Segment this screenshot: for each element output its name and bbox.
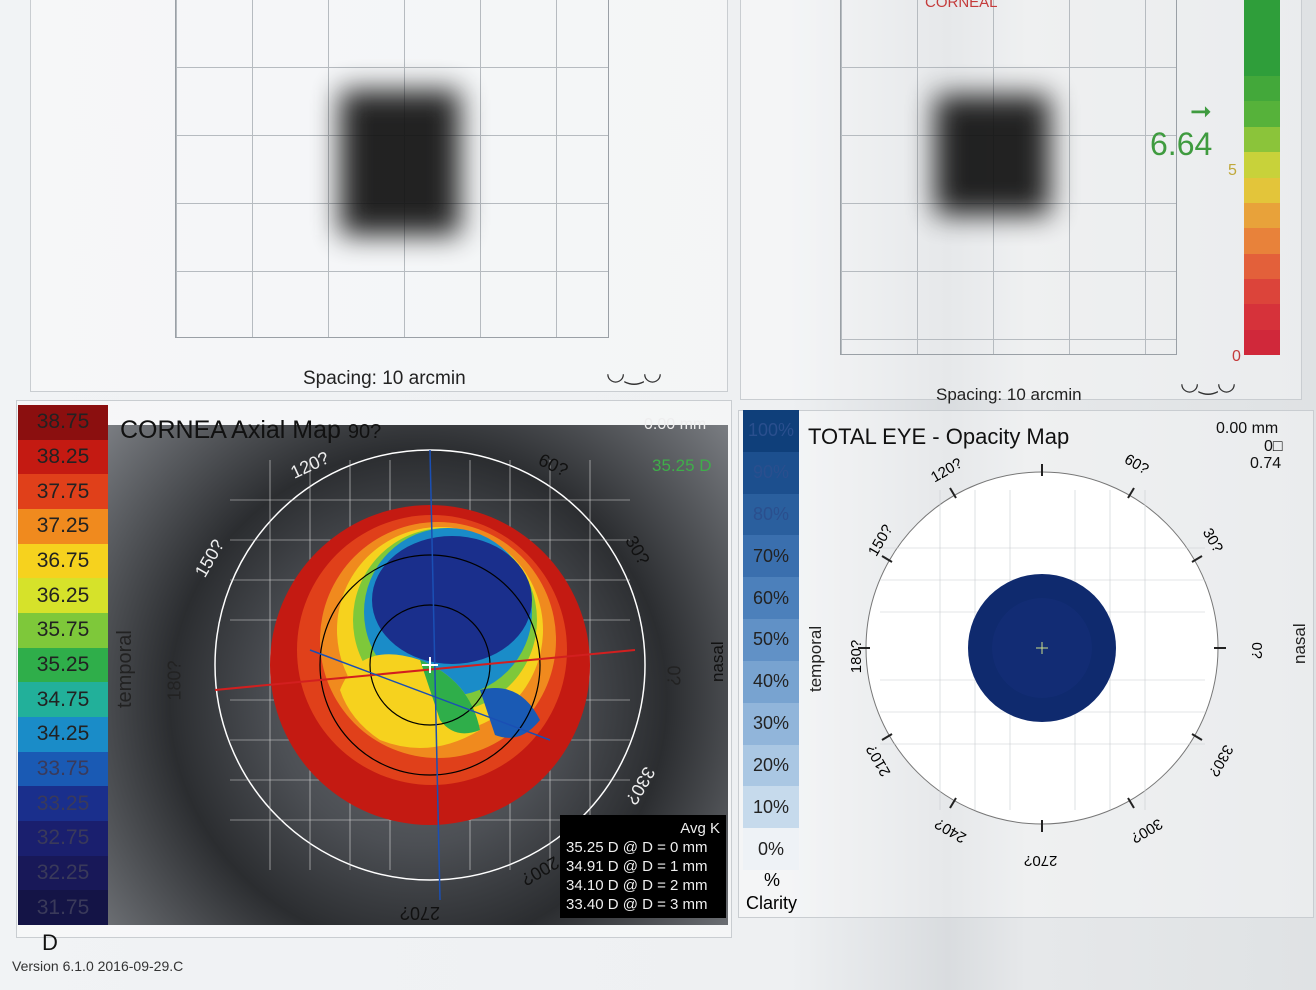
opacity-legend: 100% 90% 80% 70% 60% 50% 40% 30% 20% 10% 0% — [743, 410, 799, 870]
opacity-nasal-label: nasal — [1290, 623, 1309, 664]
scale-bar-segment — [1244, 228, 1280, 254]
scale-bar-segment — [1244, 177, 1280, 203]
cornea-title-text: CORNEA Axial Map — [120, 416, 341, 444]
scale-bar-segment — [1244, 101, 1280, 127]
cornea-map-title: CORNEA Axial Map 90? — [120, 416, 381, 445]
avg-k-line-3: 33.40 D @ D = 3 mm — [566, 896, 708, 913]
opacity-angle-180: 180? — [848, 639, 866, 674]
top-left-spacing: Spacing: 10 arcmin — [303, 368, 466, 390]
opacity-legend-item: 40% — [743, 660, 799, 703]
scale-bar-segment — [1244, 152, 1280, 178]
blue-meridian — [429, 449, 441, 901]
glasses-icon: ◡‿◡ — [606, 360, 663, 385]
opacity-legend-unit2: Clarity — [746, 893, 798, 913]
opacity-legend-item: 50% — [743, 619, 799, 661]
avg-k-line-2: 34.10 D @ D = 2 mm — [566, 877, 708, 894]
opacity-legend-unit: % — [764, 870, 781, 890]
cornea-legend-item: 38.75 — [18, 405, 108, 440]
opacity-crosshair — [1036, 642, 1048, 654]
corneal-header-text: CORNEAL — [925, 0, 998, 11]
top-right-spacing: Spacing: 10 arcmin — [936, 385, 1082, 405]
cornea-legend: 38.75 38.25 37.75 37.25 36.75 36.25 35.75 35.25… — [18, 405, 108, 926]
avg-k-line-1: 34.91 D @ D = 1 mm — [566, 858, 708, 875]
cornea-legend-item: 36.75 — [18, 543, 108, 579]
opacity-legend-item: 0% — [743, 828, 799, 870]
opacity-temporal-label: temporal — [806, 625, 825, 692]
opacity-mm3: 0.74 — [1250, 455, 1282, 472]
spacing-label: Spacing: — [936, 385, 1003, 404]
scale-bar-segment — [1244, 50, 1280, 77]
cornea-legend-item: 32.75 — [18, 821, 108, 856]
cornea-legend-item: 33.25 — [18, 786, 108, 822]
opacity-legend-item: 80% — [743, 493, 799, 536]
cornea-legend-item: 31.75 — [18, 890, 108, 926]
blue-zone — [372, 536, 532, 664]
avg-k-box: Avg K 35.25 D @ D = 0 mm 34.91 D @ D = 1… — [560, 815, 726, 918]
top-right-blur-shape — [935, 95, 1050, 215]
blue-lobe — [480, 688, 540, 738]
scale-bar-segment — [1244, 126, 1280, 153]
cornea-legend-item: 36.25 — [18, 578, 108, 614]
opacity-map-title: TOTAL EYE - Opacity Map — [808, 424, 1070, 449]
scale-bar-segment — [1244, 25, 1280, 51]
opacity-legend-item: 30% — [743, 702, 799, 745]
cornea-d-value: 35.25 D — [652, 456, 712, 475]
spacing-value: 10 arcmin — [382, 368, 466, 389]
opacity-legend-item: 90% — [743, 451, 799, 494]
cornea-legend-item: 37.75 — [18, 474, 108, 510]
scale-bar-segment — [1244, 329, 1280, 356]
cornea-legend-item: 37.25 — [18, 509, 108, 544]
cornea-legend-unit: D — [42, 930, 58, 955]
opacity-legend-item: 70% — [743, 535, 799, 578]
opacity-legend-item: 60% — [743, 577, 799, 620]
opacity-legend-item: 100% — [743, 410, 799, 452]
scale-bar-segment — [1244, 253, 1280, 279]
scale-min-label: 0 — [1232, 348, 1241, 365]
version-label: Version 6.1.0 2016-09-29.C — [12, 958, 184, 974]
top-right-value: 6.64 — [1150, 126, 1213, 162]
opacity-mm: 0.00 mm — [1216, 420, 1279, 437]
spacing-label: Spacing: — [303, 368, 377, 389]
cornea-mm: 0.00 mm — [644, 416, 707, 433]
scale-bar-segment — [1244, 202, 1280, 229]
cornea-legend-item: 33.75 — [18, 751, 108, 787]
cornea-legend-item: 34.25 — [18, 717, 108, 752]
opacity-legend-item: 20% — [743, 744, 799, 787]
avg-k-line-0: 35.25 D @ D = 0 mm — [566, 839, 708, 856]
arrow-right-icon: ➞ — [1190, 96, 1212, 126]
cornea-legend-item: 38.25 — [18, 439, 108, 475]
cornea-legend-item: 32.25 — [18, 855, 108, 891]
opacity-angle-0: 0? — [1247, 642, 1265, 659]
color-scale-bar — [1244, 0, 1280, 356]
cornea-legend-item: 35.25 — [18, 647, 108, 683]
top-left-blur-shape — [340, 90, 460, 235]
scale-mid-label: 5 — [1228, 162, 1237, 179]
opacity-mm2: 0□ — [1264, 438, 1283, 455]
scale-bar-segment — [1244, 0, 1280, 26]
spacing-value: 10 arcmin — [1006, 385, 1082, 404]
scale-bar-segment — [1244, 76, 1280, 102]
scale-bar-segment — [1244, 304, 1280, 330]
scale-bar-segment — [1244, 278, 1280, 305]
opacity-ticks — [858, 464, 1226, 832]
cornea-legend-item: 34.75 — [18, 682, 108, 718]
opacity-angle-270: 270? — [1024, 852, 1058, 869]
avg-k-title: Avg K — [680, 820, 720, 837]
opacity-legend-item: 10% — [743, 786, 799, 829]
cornea-legend-item: 35.75 — [18, 613, 108, 648]
red-meridian — [214, 649, 636, 691]
angle-90: 90? — [347, 421, 382, 443]
center-crosshair — [422, 657, 438, 673]
glasses-icon: ◡‿◡ — [1180, 370, 1237, 395]
